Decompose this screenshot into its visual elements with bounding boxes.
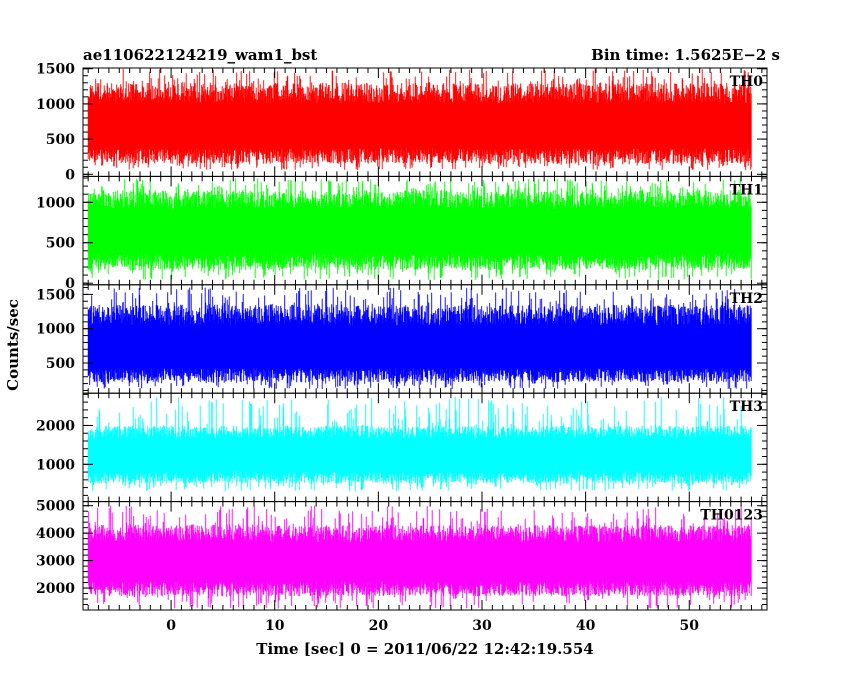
y-tick-label: 3000 bbox=[36, 554, 75, 570]
series-line-th0123 bbox=[87, 505, 752, 609]
panel-th1: 0 500 1000 TH1 bbox=[36, 175, 768, 292]
panel-th2: 500 1000 1500 TH2 bbox=[36, 284, 768, 394]
y-tick-label: 2000 bbox=[36, 581, 75, 597]
y-tick-label: 4000 bbox=[36, 526, 75, 542]
series-line-th1 bbox=[87, 178, 752, 280]
panel-frame bbox=[82, 501, 768, 611]
chart-title: ae110622124219_wam1_bst bbox=[83, 46, 317, 64]
x-tick-label: 50 bbox=[680, 618, 700, 634]
panel-label-th0123: TH0123 bbox=[700, 508, 763, 524]
y-tick-label: 1000 bbox=[36, 457, 75, 473]
x-axis: 0 10 20 30 40 50 bbox=[166, 618, 699, 634]
y-tick-label: 1000 bbox=[36, 195, 75, 211]
y-tick-label: 1500 bbox=[36, 62, 75, 78]
y-tick-label: 500 bbox=[46, 236, 75, 252]
x-tick-label: 10 bbox=[265, 618, 285, 634]
series-line-th3 bbox=[87, 396, 752, 492]
bin-time-label: Bin time: 1.5625E−2 s bbox=[591, 46, 780, 64]
x-tick-label: 0 bbox=[166, 618, 176, 634]
x-tick-label: 40 bbox=[576, 618, 596, 634]
x-tick-label: 30 bbox=[472, 618, 492, 634]
panels-group: 0 500 1000 1500 TH0 0 500 1000 TH1 500 1000 1500 TH2… bbox=[36, 62, 768, 611]
y-tick-label: 0 bbox=[65, 167, 75, 183]
y-tick-label: 500 bbox=[46, 356, 75, 372]
y-tick-label: 500 bbox=[46, 132, 75, 148]
panel-label-th3: TH3 bbox=[730, 399, 763, 415]
y-tick-label: 1000 bbox=[36, 97, 75, 113]
y-tick-label: 1000 bbox=[36, 322, 75, 338]
y-tick-label: 0 bbox=[65, 276, 75, 292]
y-axis-label: Counts/sec bbox=[4, 299, 22, 391]
series-line-th0 bbox=[87, 68, 752, 171]
panel-label-th0: TH0 bbox=[730, 74, 764, 90]
panel-th3: 1000 2000 TH3 bbox=[36, 392, 768, 503]
panel-th0123: 2000 3000 4000 5000 TH0123 bbox=[36, 499, 768, 611]
y-tick-label: 1500 bbox=[36, 287, 75, 303]
panel-label-th2: TH2 bbox=[730, 291, 763, 307]
panel-label-th1: TH1 bbox=[730, 182, 763, 198]
x-axis-label: Time [sec] 0 = 2011/06/22 12:42:19.554 bbox=[256, 640, 593, 658]
x-tick-label: 20 bbox=[369, 618, 389, 634]
y-tick-label: 2000 bbox=[36, 418, 75, 434]
y-tick-label: 5000 bbox=[36, 499, 75, 515]
panel-th0: 0 500 1000 1500 TH0 bbox=[36, 62, 768, 183]
series-line-th2 bbox=[87, 287, 752, 390]
